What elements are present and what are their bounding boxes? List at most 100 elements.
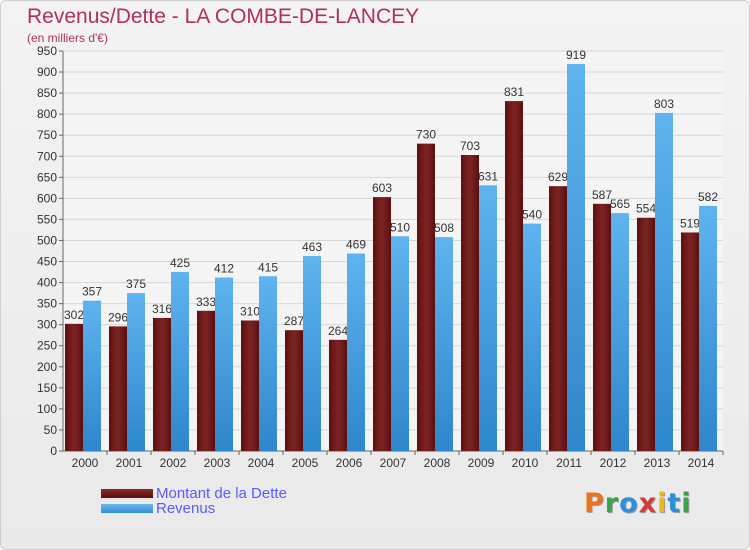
bar-dette (285, 330, 303, 451)
data-label: 302 (64, 308, 84, 322)
y-tick-label: 750 (37, 128, 57, 142)
x-tick-label: 2009 (468, 456, 495, 470)
bar-dette (241, 320, 259, 451)
y-tick-label: 800 (37, 107, 57, 121)
bar-revenus (391, 236, 409, 451)
data-label: 831 (504, 85, 524, 99)
x-tick-label: 2002 (160, 456, 187, 470)
bar-revenus (171, 272, 189, 451)
data-label: 357 (82, 285, 102, 299)
data-label: 510 (390, 220, 410, 234)
y-tick-label: 850 (37, 86, 57, 100)
bar-dette (109, 326, 127, 451)
data-label: 415 (258, 260, 278, 274)
data-label: 425 (170, 256, 190, 270)
y-tick-label: 0 (50, 444, 57, 458)
bar-revenus (655, 112, 673, 451)
bar-dette (329, 339, 347, 451)
data-label: 540 (522, 208, 542, 222)
y-tick-label: 500 (37, 233, 57, 247)
y-tick-label: 300 (37, 318, 57, 332)
y-tick-label: 550 (37, 212, 57, 226)
bar-dette (461, 155, 479, 451)
y-tick-label: 100 (37, 402, 57, 416)
y-tick-label: 950 (37, 44, 57, 58)
x-tick-label: 2014 (688, 456, 715, 470)
x-tick-label: 2007 (380, 456, 407, 470)
x-tick-label: 2010 (512, 456, 539, 470)
legend-swatch-revenus (101, 504, 153, 513)
data-label: 264 (328, 324, 348, 338)
bar-revenus (215, 277, 233, 451)
legend-label-debt: Montant de la Dette (156, 485, 287, 502)
y-tick-label: 600 (37, 191, 57, 205)
data-label: 412 (214, 262, 234, 276)
logo-letter: P (584, 488, 605, 519)
bar-revenus (523, 223, 541, 451)
data-label: 469 (346, 238, 366, 252)
bar-revenus (479, 185, 497, 451)
bar-dette (197, 310, 215, 451)
data-label: 703 (460, 139, 480, 153)
proxiti-logo: Proxiti (584, 488, 692, 519)
y-tick-label: 450 (37, 255, 57, 269)
x-tick-label: 2005 (292, 456, 319, 470)
bar-dette (681, 232, 699, 451)
bar-dette (505, 101, 523, 452)
data-label: 287 (284, 314, 304, 328)
logo-letter: r (604, 488, 620, 519)
data-label: 333 (196, 295, 216, 309)
x-tick-label: 2006 (336, 456, 363, 470)
bar-revenus (567, 64, 585, 452)
x-tick-label: 2013 (644, 456, 671, 470)
logo-letter: o (619, 488, 639, 519)
data-label: 519 (680, 216, 700, 230)
bar-dette (549, 186, 567, 451)
data-label: 582 (698, 190, 718, 204)
bar-revenus (127, 293, 145, 451)
x-tick-label: 2000 (72, 456, 99, 470)
y-tick-label: 350 (37, 297, 57, 311)
bar-dette (637, 217, 655, 451)
data-label: 629 (548, 170, 568, 184)
data-label: 603 (372, 181, 392, 195)
bar-dette (153, 317, 171, 451)
chart-subtitle: (en milliers d'€) (27, 31, 108, 45)
bar-dette (417, 143, 435, 451)
y-tick-label: 150 (37, 381, 57, 395)
data-label: 565 (610, 197, 630, 211)
legend-swatch-debt (101, 489, 153, 498)
y-tick-label: 700 (37, 149, 57, 163)
logo-letter: t (667, 488, 682, 519)
x-tick-label: 2011 (556, 456, 582, 470)
y-tick-label: 650 (37, 170, 57, 184)
x-tick-label: 2004 (248, 456, 275, 470)
x-tick-label: 2003 (204, 456, 231, 470)
y-tick-label: 400 (37, 276, 57, 290)
bar-revenus (83, 300, 101, 451)
bar-dette (373, 197, 391, 451)
bar-revenus (347, 253, 365, 451)
logo-letter: x (638, 488, 658, 519)
chart-title: Revenus/Dette - LA COMBE-DE-LANCEY (27, 5, 420, 28)
legend-label-revenus: Revenus (156, 500, 216, 517)
bar-dette (593, 203, 611, 451)
bar-dette (65, 323, 83, 451)
y-tick-label: 900 (37, 65, 57, 79)
data-label: 375 (126, 277, 146, 291)
y-tick-label: 200 (37, 360, 57, 374)
x-tick-label: 2012 (600, 456, 627, 470)
data-label: 631 (478, 169, 498, 183)
data-label: 508 (434, 221, 454, 235)
bar-revenus (435, 237, 453, 451)
data-label: 463 (302, 240, 322, 254)
x-tick-label: 2008 (424, 456, 451, 470)
y-tick-label: 250 (37, 339, 57, 353)
bar-revenus (259, 276, 277, 451)
logo-letter: i (681, 488, 692, 519)
bar-revenus (699, 205, 717, 451)
data-label: 803 (654, 97, 674, 111)
data-label: 310 (240, 304, 260, 318)
